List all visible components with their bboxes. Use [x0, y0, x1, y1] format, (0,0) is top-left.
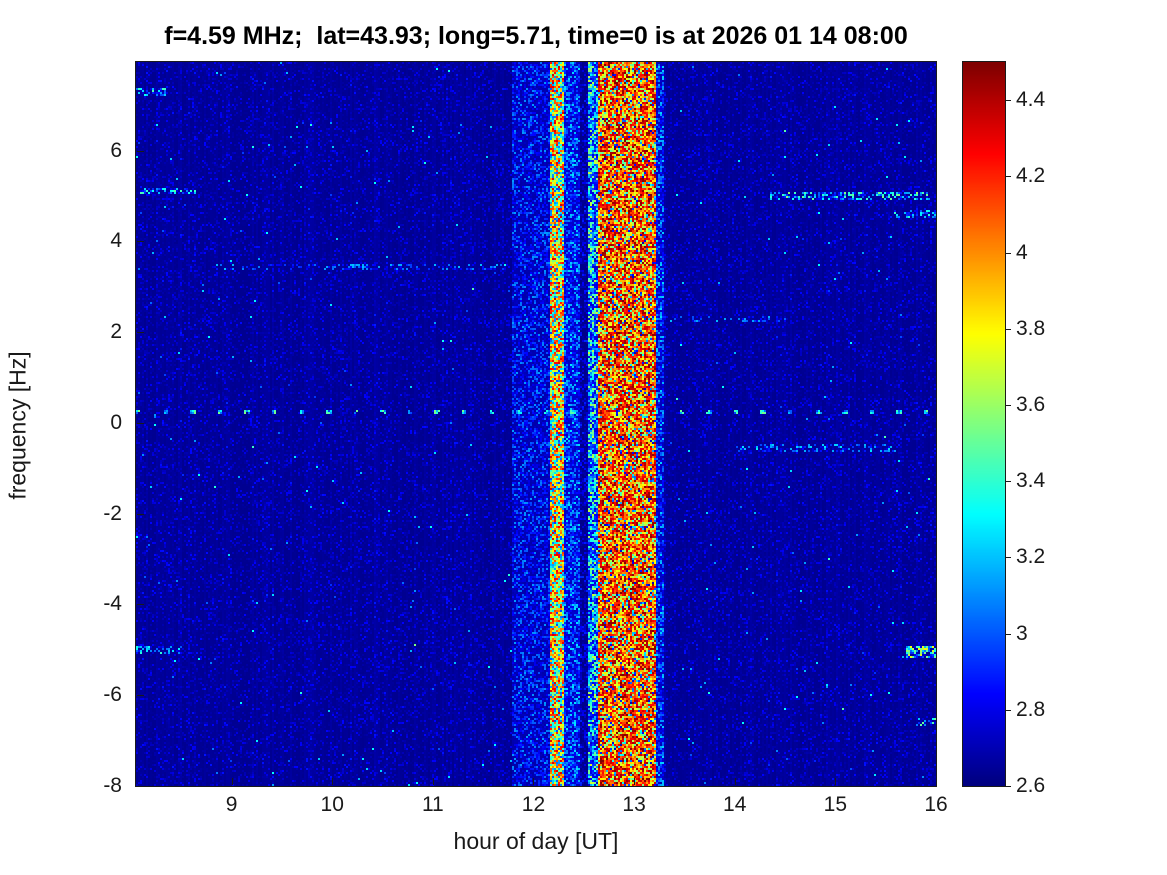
y-tick-label: 6	[110, 138, 122, 162]
x-tick-mark	[634, 778, 636, 785]
colorbar-canvas	[963, 62, 1005, 786]
y-tick-mark	[137, 786, 144, 787]
y-tick-mark	[137, 241, 144, 243]
colorbar-tick-mark	[1005, 404, 1011, 406]
x-tick-mark	[533, 778, 535, 785]
y-tick-mark	[137, 422, 144, 424]
colorbar-tick-mark	[1005, 633, 1011, 635]
y-axis-label: frequency [Hz]	[4, 351, 31, 500]
y-tick-mark	[137, 332, 144, 334]
x-tick-label: 16	[924, 793, 948, 816]
colorbar-tick-mark	[1005, 176, 1011, 178]
x-tick-label: 10	[320, 793, 344, 816]
y-tick-label: -8	[103, 774, 122, 797]
y-tick-label: 2	[110, 320, 122, 344]
x-tick-label: 11	[421, 793, 444, 816]
y-tick-label: 4	[110, 229, 122, 253]
heatmap-canvas	[136, 62, 936, 786]
x-tick-mark	[936, 778, 937, 785]
colorbar-tick-mark	[1005, 252, 1011, 254]
colorbar-tick-mark	[1005, 481, 1011, 483]
colorbar-tick-label: 3	[1016, 621, 1028, 645]
x-tick-mark	[231, 778, 233, 785]
x-tick-mark	[432, 778, 434, 785]
y-tick-label: -2	[103, 501, 122, 525]
y-tick-mark	[137, 513, 144, 515]
heatmap-plot	[135, 61, 937, 787]
x-axis-label: hour of day [UT]	[453, 828, 619, 854]
colorbar	[962, 61, 1006, 787]
colorbar-tick-label: 4	[1016, 240, 1028, 264]
colorbar-tick-mark	[1005, 100, 1011, 102]
colorbar-tick-label: 4.2	[1016, 164, 1046, 188]
chart-title: f=4.59 MHz; lat=43.93; long=5.71, time=0…	[164, 22, 908, 50]
x-tick-mark	[734, 778, 736, 785]
colorbar-tick-label: 3.6	[1016, 392, 1046, 416]
colorbar-tick-label: 4.4	[1016, 88, 1046, 112]
colorbar-tick-mark	[1005, 709, 1011, 711]
colorbar-tick-mark	[1005, 557, 1011, 559]
y-tick-label: -6	[103, 683, 122, 707]
y-tick-mark	[137, 604, 144, 606]
colorbar-tick-label: 3.4	[1016, 469, 1046, 493]
y-tick-mark	[137, 695, 144, 697]
colorbar-tick-label: 2.6	[1016, 774, 1046, 797]
x-tick-label: 13	[622, 793, 646, 816]
colorbar-tick-mark	[1005, 786, 1011, 787]
x-tick-mark	[835, 778, 837, 785]
colorbar-tick-label: 2.8	[1016, 697, 1046, 721]
y-tick-label: 0	[110, 410, 122, 434]
colorbar-tick-label: 3.2	[1016, 545, 1046, 569]
colorbar-tick-mark	[1005, 328, 1011, 330]
x-tick-label: 12	[521, 793, 546, 816]
x-tick-label: 9	[225, 793, 238, 816]
x-tick-label: 15	[823, 793, 848, 816]
x-tick-mark	[332, 778, 334, 785]
y-tick-label: -4	[103, 592, 122, 616]
y-tick-mark	[137, 150, 144, 152]
x-tick-label: 14	[723, 793, 747, 816]
colorbar-tick-label: 3.8	[1016, 316, 1046, 340]
